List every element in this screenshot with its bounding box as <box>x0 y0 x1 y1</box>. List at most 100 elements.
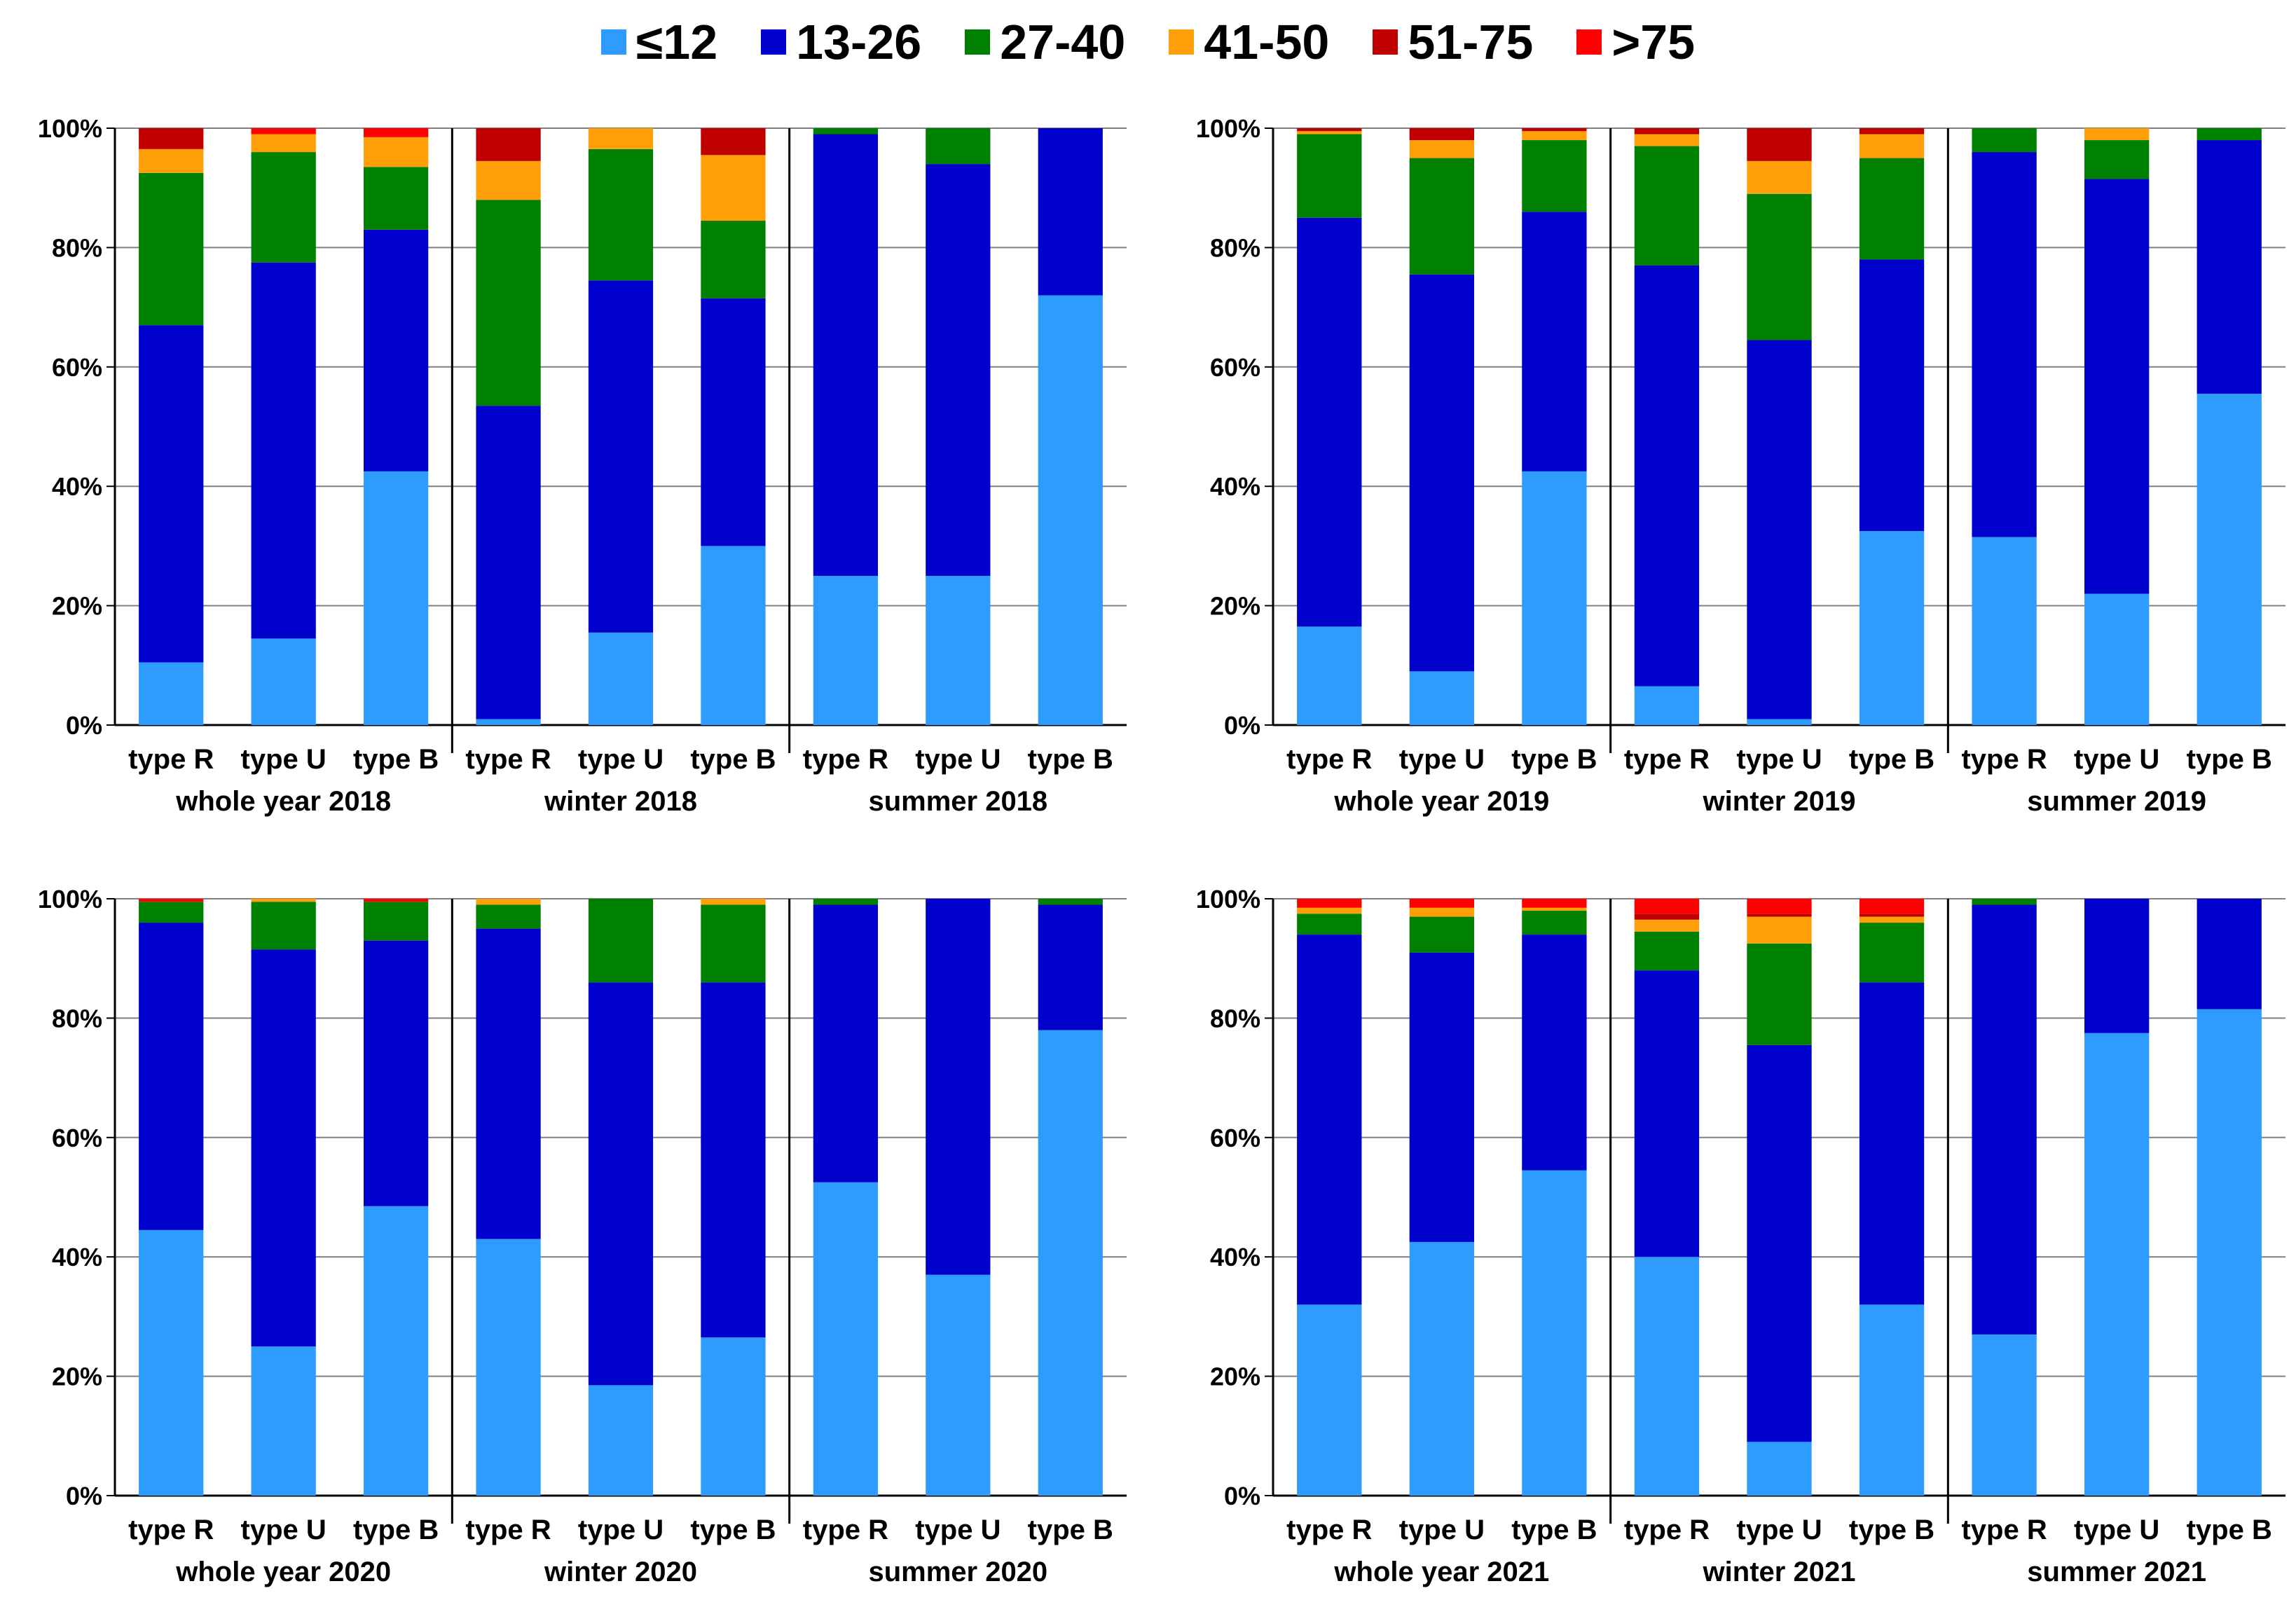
legend-swatch <box>1373 29 1398 55</box>
group-label: whole year 2018 <box>175 786 391 817</box>
category-label: type B <box>1028 1515 1113 1545</box>
bar-segment-le12 <box>1038 1030 1103 1496</box>
legend-item-51-75: 51-75 <box>1373 18 1533 67</box>
bar-segment-le12 <box>476 719 541 725</box>
bar-segment-41-50 <box>251 134 316 153</box>
legend-item-le12: ≤12 <box>600 15 718 69</box>
legend: ≤12 13-26 27-40 41-50 51-75 >75 <box>0 7 2296 77</box>
category-label: type R <box>1286 1515 1372 1545</box>
category-label: type R <box>1961 1515 2047 1545</box>
category-label: type R <box>128 744 214 775</box>
category-label: type R <box>803 744 888 775</box>
y-tick-label: 40% <box>52 1243 102 1271</box>
bar-segment-27-40 <box>1859 158 1925 260</box>
y-tick-label: 100% <box>38 114 102 143</box>
group-label: whole year 2021 <box>1333 1557 1549 1587</box>
y-tick-label: 20% <box>1210 592 1260 621</box>
bar-segment-27-40 <box>701 904 766 983</box>
chart-panel-3: 0% 20% 40% 60% 80% 100% type R type U type B whol… <box>38 885 1127 1587</box>
bar-segment-13-26 <box>813 904 879 1182</box>
category-label: type R <box>128 1515 214 1545</box>
legend-item-41-50: 41-50 <box>1169 18 1329 67</box>
bar-segment-le12 <box>701 546 766 725</box>
legend-swatch <box>965 29 991 55</box>
bar-segment-27-40 <box>476 200 541 406</box>
bar-segment-13-26 <box>363 940 429 1206</box>
bar-segment-13-26 <box>926 899 991 1275</box>
category-label: type R <box>1961 744 2047 775</box>
bar-segment-le12 <box>1297 1304 1362 1496</box>
bar-segment-27-40 <box>1297 913 1362 935</box>
y-tick-label: 100% <box>1196 885 1260 913</box>
bar-segment-13-26 <box>476 928 541 1239</box>
bar-segment-41-50 <box>1522 131 1587 141</box>
bar-segment-le12 <box>1747 719 1812 725</box>
bar-segment-13-26 <box>588 280 654 633</box>
bar-segment-27-40 <box>363 167 429 230</box>
category-label: type R <box>1624 744 1710 775</box>
bar-segment-27-40 <box>813 899 879 905</box>
y-tick-label: 20% <box>52 592 102 621</box>
group-label: summer 2021 <box>2027 1557 2206 1587</box>
category-label: type B <box>1849 1515 1934 1545</box>
bar-segment-le12 <box>251 638 316 725</box>
bar-segment-41-50 <box>2084 128 2150 141</box>
category-label: type R <box>465 1515 551 1545</box>
bar-segment-le12 <box>2084 593 2150 725</box>
y-tick-label: 60% <box>1210 353 1260 382</box>
legend-label: 13-26 <box>796 15 922 69</box>
bar-segment-gt75 <box>363 899 429 902</box>
bar-segment-gt75 <box>1859 899 1925 914</box>
y-tick-label: 60% <box>52 1124 102 1152</box>
bar-segment-le12 <box>1038 295 1103 725</box>
bar-segment-13-26 <box>2084 179 2150 594</box>
bar-segment-51-75 <box>701 128 766 156</box>
chart-panel-4: 0% 20% 40% 60% 80% 100% type R type U type B whol… <box>1196 885 2285 1587</box>
bar-segment-13-26 <box>1634 970 1700 1257</box>
bar-segment-13-26 <box>926 164 991 576</box>
legend-label: ≤12 <box>635 15 718 69</box>
bar-segment-le12 <box>813 576 879 725</box>
category-label: type B <box>690 744 776 775</box>
bar-segment-27-40 <box>139 902 204 923</box>
bar-segment-gt75 <box>1634 899 1700 914</box>
y-tick-label: 0% <box>66 1482 102 1510</box>
bar-segment-27-40 <box>1634 931 1700 971</box>
category-label: type R <box>803 1515 888 1545</box>
bar-segment-51-75 <box>1859 128 1925 135</box>
bar-segment-13-26 <box>251 949 316 1346</box>
bar-segment-gt75 <box>1409 899 1474 908</box>
bar-segment-27-40 <box>1747 193 1812 340</box>
bar-segment-le12 <box>588 632 654 725</box>
bar-segment-13-26 <box>1297 217 1362 627</box>
group-label: winter 2020 <box>544 1557 697 1587</box>
legend-swatch <box>1169 29 1195 55</box>
bar-segment-13-26 <box>251 262 316 639</box>
bar-segment-27-40 <box>1038 899 1103 905</box>
bar-segment-le12 <box>588 1385 654 1496</box>
bar-segment-27-40 <box>2084 140 2150 179</box>
bar-segment-le12 <box>926 576 991 725</box>
y-tick-label: 0% <box>1224 711 1260 740</box>
category-label: type U <box>2074 1515 2159 1545</box>
bar-segment-le12 <box>1522 471 1587 725</box>
bar-segment-13-26 <box>701 298 766 546</box>
category-label: type U <box>241 744 326 775</box>
legend-label: 27-40 <box>1000 15 1126 69</box>
y-tick-label: 20% <box>1210 1363 1260 1391</box>
group-label: winter 2019 <box>1703 786 1856 817</box>
group-label: summer 2019 <box>2027 786 2206 817</box>
bar-segment-27-40 <box>1972 899 2037 905</box>
bar-segment-41-50 <box>1522 907 1587 911</box>
legend-item-27-40: 27-40 <box>965 18 1125 67</box>
bar-segment-41-50 <box>476 899 541 905</box>
bar-segment-13-26 <box>1859 982 1925 1305</box>
category-label: type U <box>915 1515 1001 1545</box>
bar-segment-le12 <box>251 1346 316 1496</box>
category-label: type R <box>1286 744 1372 775</box>
bar-segment-13-26 <box>1522 212 1587 471</box>
bar-segment-27-40 <box>926 128 991 165</box>
bar-segment-13-26 <box>1634 265 1700 687</box>
legend-swatch <box>761 29 787 55</box>
